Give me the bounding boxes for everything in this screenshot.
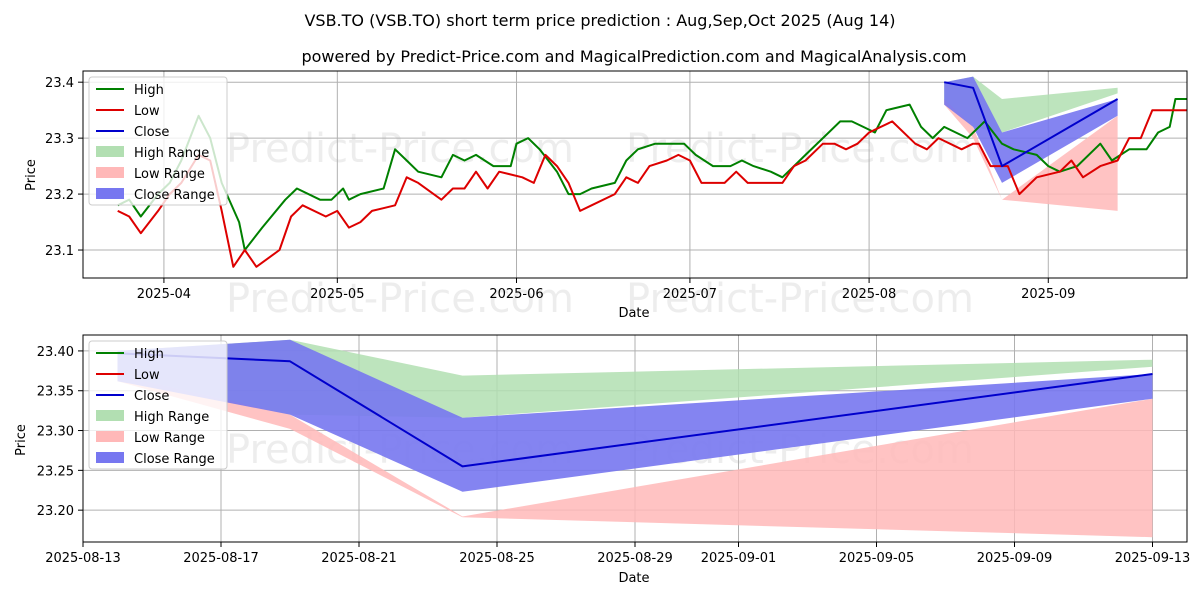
bottom-legend-high-range-swatch (96, 410, 124, 421)
bottom-legend: High Low Close High Range Low Range Clos… (88, 340, 228, 470)
top-series-lines (117, 81, 1187, 268)
top-x-tick-label: 2025-06 (489, 287, 543, 302)
top-low-range-area (944, 99, 1118, 211)
top-legend-high-label: High (134, 83, 164, 98)
top-legend-low-label: Low (134, 104, 160, 119)
bottom-x-tick-label: 2025-08-13 (45, 551, 121, 566)
top-y-tick-label: 23.1 (45, 244, 74, 259)
bottom-x-tick-label: 2025-09-05 (839, 551, 915, 566)
top-legend-high-range-swatch (96, 146, 124, 157)
bottom-y-axis-label: Price (14, 424, 29, 456)
top-axis-ticks: 2025-04 2025-05 2025-06 2025-07 2025-08 2025-… (45, 76, 1075, 302)
top-x-tick-label: 2025-09 (1021, 287, 1075, 302)
top-watermark-lower: Predict-Price.com (226, 276, 574, 322)
top-high-line (117, 98, 1187, 251)
bottom-legend-high-range-label: High Range (134, 410, 209, 425)
top-watermark-lower-right: Predict-Price.com (626, 276, 974, 322)
bottom-close-range-area (117, 339, 1153, 492)
top-y-tick-label: 23.4 (45, 76, 74, 91)
top-x-tick-label: 2025-04 (137, 287, 191, 302)
bottom-legend-low-range-label: Low Range (134, 431, 205, 446)
bottom-x-tick-label: 2025-09-13 (1115, 551, 1191, 566)
bottom-low-range-area (117, 374, 1153, 538)
top-y-axis-label: Price (24, 159, 39, 191)
bottom-legend-low-label: Low (134, 368, 160, 383)
bottom-x-tick-label: 2025-09-01 (701, 551, 777, 566)
bottom-legend-close-range-swatch (96, 452, 124, 463)
top-watermark-upper: Predict-Price.com (226, 126, 574, 172)
top-close-line (944, 81, 1119, 168)
bottom-x-tick-label: 2025-08-29 (597, 551, 673, 566)
top-plot-frame (82, 70, 1188, 279)
chart-title: VSB.TO (VSB.TO) short term price predict… (304, 11, 895, 30)
top-x-tick-label: 2025-08 (842, 287, 896, 302)
chart-subtitle: powered by Predict-Price.com and Magical… (301, 47, 966, 66)
bottom-range-areas (117, 339, 1153, 538)
bottom-x-axis-label: Date (618, 571, 649, 586)
bottom-legend-close-label: Close (134, 389, 169, 404)
top-watermark-upper-right: Predict-Price.com (626, 126, 974, 172)
bottom-legend-high-label: High (134, 347, 164, 362)
top-legend-low-range-label: Low Range (134, 167, 205, 182)
top-legend-close-label: Close (134, 125, 169, 140)
bottom-chart-panel: Predict-Price.com Predict-Price.com 2025… (14, 334, 1191, 586)
top-range-areas (944, 76, 1118, 211)
top-x-tick-label: 2025-07 (663, 287, 717, 302)
bottom-y-tick-label: 23.25 (37, 464, 74, 479)
top-x-tick-label: 2025-05 (310, 287, 364, 302)
bottom-x-tick-label: 2025-08-17 (183, 551, 259, 566)
top-y-tick-label: 23.3 (45, 132, 74, 147)
bottom-x-tick-label: 2025-08-25 (459, 551, 535, 566)
top-legend-low-range-swatch (96, 167, 124, 178)
bottom-axis-ticks: 2025-08-13 2025-08-17 2025-08-21 2025-08-25… (37, 345, 1191, 566)
bottom-legend-low-range-swatch (96, 431, 124, 442)
bottom-y-tick-label: 23.40 (37, 345, 74, 360)
top-chart-panel: Predict-Price.com Predict-Price.com Pred… (24, 70, 1188, 322)
top-legend: High Low Close High Range Low Range Clos… (88, 76, 228, 206)
top-close-range-area (944, 76, 1118, 183)
bottom-y-tick-label: 23.20 (37, 504, 74, 519)
bottom-legend-close-range-label: Close Range (134, 452, 215, 467)
bottom-x-tick-label: 2025-09-09 (977, 551, 1053, 566)
top-legend-close-range-swatch (96, 188, 124, 199)
top-x-axis-label: Date (618, 306, 649, 321)
top-low-line (117, 109, 1187, 268)
top-y-tick-label: 23.2 (45, 188, 74, 203)
bottom-x-tick-label: 2025-08-21 (321, 551, 397, 566)
bottom-y-tick-label: 23.30 (37, 425, 74, 440)
top-legend-high-range-label: High Range (134, 146, 209, 161)
bottom-y-tick-label: 23.35 (37, 385, 74, 400)
top-legend-close-range-label: Close Range (134, 188, 215, 203)
